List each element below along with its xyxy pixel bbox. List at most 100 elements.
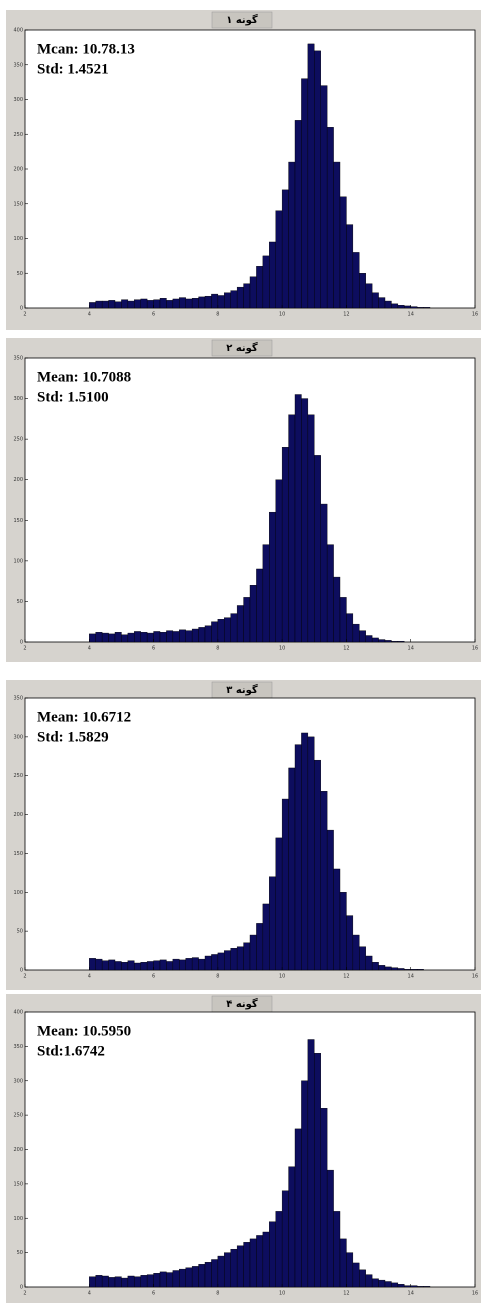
bar xyxy=(89,958,96,971)
bar xyxy=(294,744,302,971)
bar xyxy=(314,455,321,643)
bar xyxy=(404,969,411,971)
y-tick-label: 0 xyxy=(20,1285,23,1291)
bar xyxy=(314,50,321,309)
x-tick-label: 14 xyxy=(408,974,414,980)
bar xyxy=(275,1211,283,1288)
annotation: Mean: 10.6712 xyxy=(37,709,131,725)
bar xyxy=(179,1268,186,1288)
bar xyxy=(204,625,212,643)
x-tick-label: 10 xyxy=(279,974,285,980)
y-tick-label: 250 xyxy=(13,437,23,443)
bar xyxy=(326,829,334,971)
y-tick-label: 150 xyxy=(13,201,23,207)
bar xyxy=(384,966,392,971)
bar xyxy=(416,1286,424,1288)
bar xyxy=(281,1190,289,1288)
bar xyxy=(359,273,366,309)
bar xyxy=(166,300,174,309)
bar xyxy=(346,1252,354,1288)
bar xyxy=(249,276,257,309)
bar xyxy=(307,736,315,971)
bar xyxy=(153,299,161,309)
bar xyxy=(236,1245,244,1288)
bar xyxy=(95,958,103,971)
bar xyxy=(262,255,270,309)
x-tick-label: 12 xyxy=(343,1291,349,1297)
bar xyxy=(256,266,264,309)
chart-title: گونه ۴ xyxy=(226,997,258,1010)
y-tick-label: 100 xyxy=(13,890,23,896)
bar xyxy=(256,923,264,971)
x-tick-label: 10 xyxy=(279,312,285,318)
bar xyxy=(146,300,154,309)
bar xyxy=(314,1053,321,1288)
bar xyxy=(159,1271,167,1288)
x-tick-label: 6 xyxy=(152,646,155,652)
bar xyxy=(371,1278,379,1288)
x-tick-label: 6 xyxy=(152,974,155,980)
bar xyxy=(339,1238,347,1288)
bar xyxy=(191,298,199,309)
y-tick-label: 150 xyxy=(13,851,23,857)
chart-title: گونه ۲ xyxy=(226,341,258,354)
title-tab xyxy=(211,11,273,29)
bar xyxy=(352,934,360,971)
bar xyxy=(121,634,129,643)
bar xyxy=(236,286,244,309)
bar xyxy=(281,798,289,971)
bar xyxy=(108,633,116,643)
bar xyxy=(108,1277,116,1288)
x-tick-label: 4 xyxy=(88,974,91,980)
y-tick-label: 150 xyxy=(13,1181,23,1187)
chart-title: گونه ۳ xyxy=(226,683,258,696)
bar xyxy=(371,962,379,971)
bar xyxy=(243,283,251,309)
bar xyxy=(217,619,225,643)
bar xyxy=(359,946,366,971)
bar xyxy=(121,1277,129,1288)
bar xyxy=(211,954,219,971)
bar xyxy=(249,1238,257,1288)
annotation: Std: 1.4521 xyxy=(37,61,109,77)
bar xyxy=(416,307,424,309)
bar xyxy=(172,1270,180,1288)
y-tick-label: 350 xyxy=(13,696,23,702)
bar xyxy=(352,1262,360,1288)
y-tick-label: 250 xyxy=(13,132,23,138)
title-tab xyxy=(211,339,273,357)
y-tick-label: 350 xyxy=(13,356,23,362)
plot-area xyxy=(24,29,476,309)
y-tick-label: 200 xyxy=(13,167,23,173)
bar xyxy=(127,1275,135,1288)
bar xyxy=(159,632,167,643)
x-tick-label: 16 xyxy=(472,974,478,980)
bar xyxy=(288,161,296,309)
bar xyxy=(320,503,328,643)
y-tick-label: 200 xyxy=(13,477,23,483)
x-tick-label: 8 xyxy=(216,646,219,652)
bar xyxy=(339,196,347,309)
bar xyxy=(359,630,366,643)
x-tick-label: 2 xyxy=(23,646,26,652)
y-tick-label: 0 xyxy=(20,968,23,974)
x-tick-label: 12 xyxy=(343,974,349,980)
bar xyxy=(204,1262,212,1288)
bar xyxy=(275,479,283,643)
bar xyxy=(114,301,122,309)
bar xyxy=(172,631,180,643)
bar xyxy=(333,161,341,309)
y-tick-label: 250 xyxy=(13,773,23,779)
y-tick-label: 50 xyxy=(17,1250,23,1256)
bar xyxy=(185,958,193,971)
bar xyxy=(191,1266,199,1288)
bar xyxy=(423,1286,431,1288)
bar xyxy=(397,640,405,643)
bar xyxy=(101,300,109,309)
bar xyxy=(359,1269,366,1288)
bar xyxy=(416,969,424,971)
bar xyxy=(204,295,212,309)
y-tick-label: 400 xyxy=(13,28,23,34)
bar xyxy=(269,241,276,309)
